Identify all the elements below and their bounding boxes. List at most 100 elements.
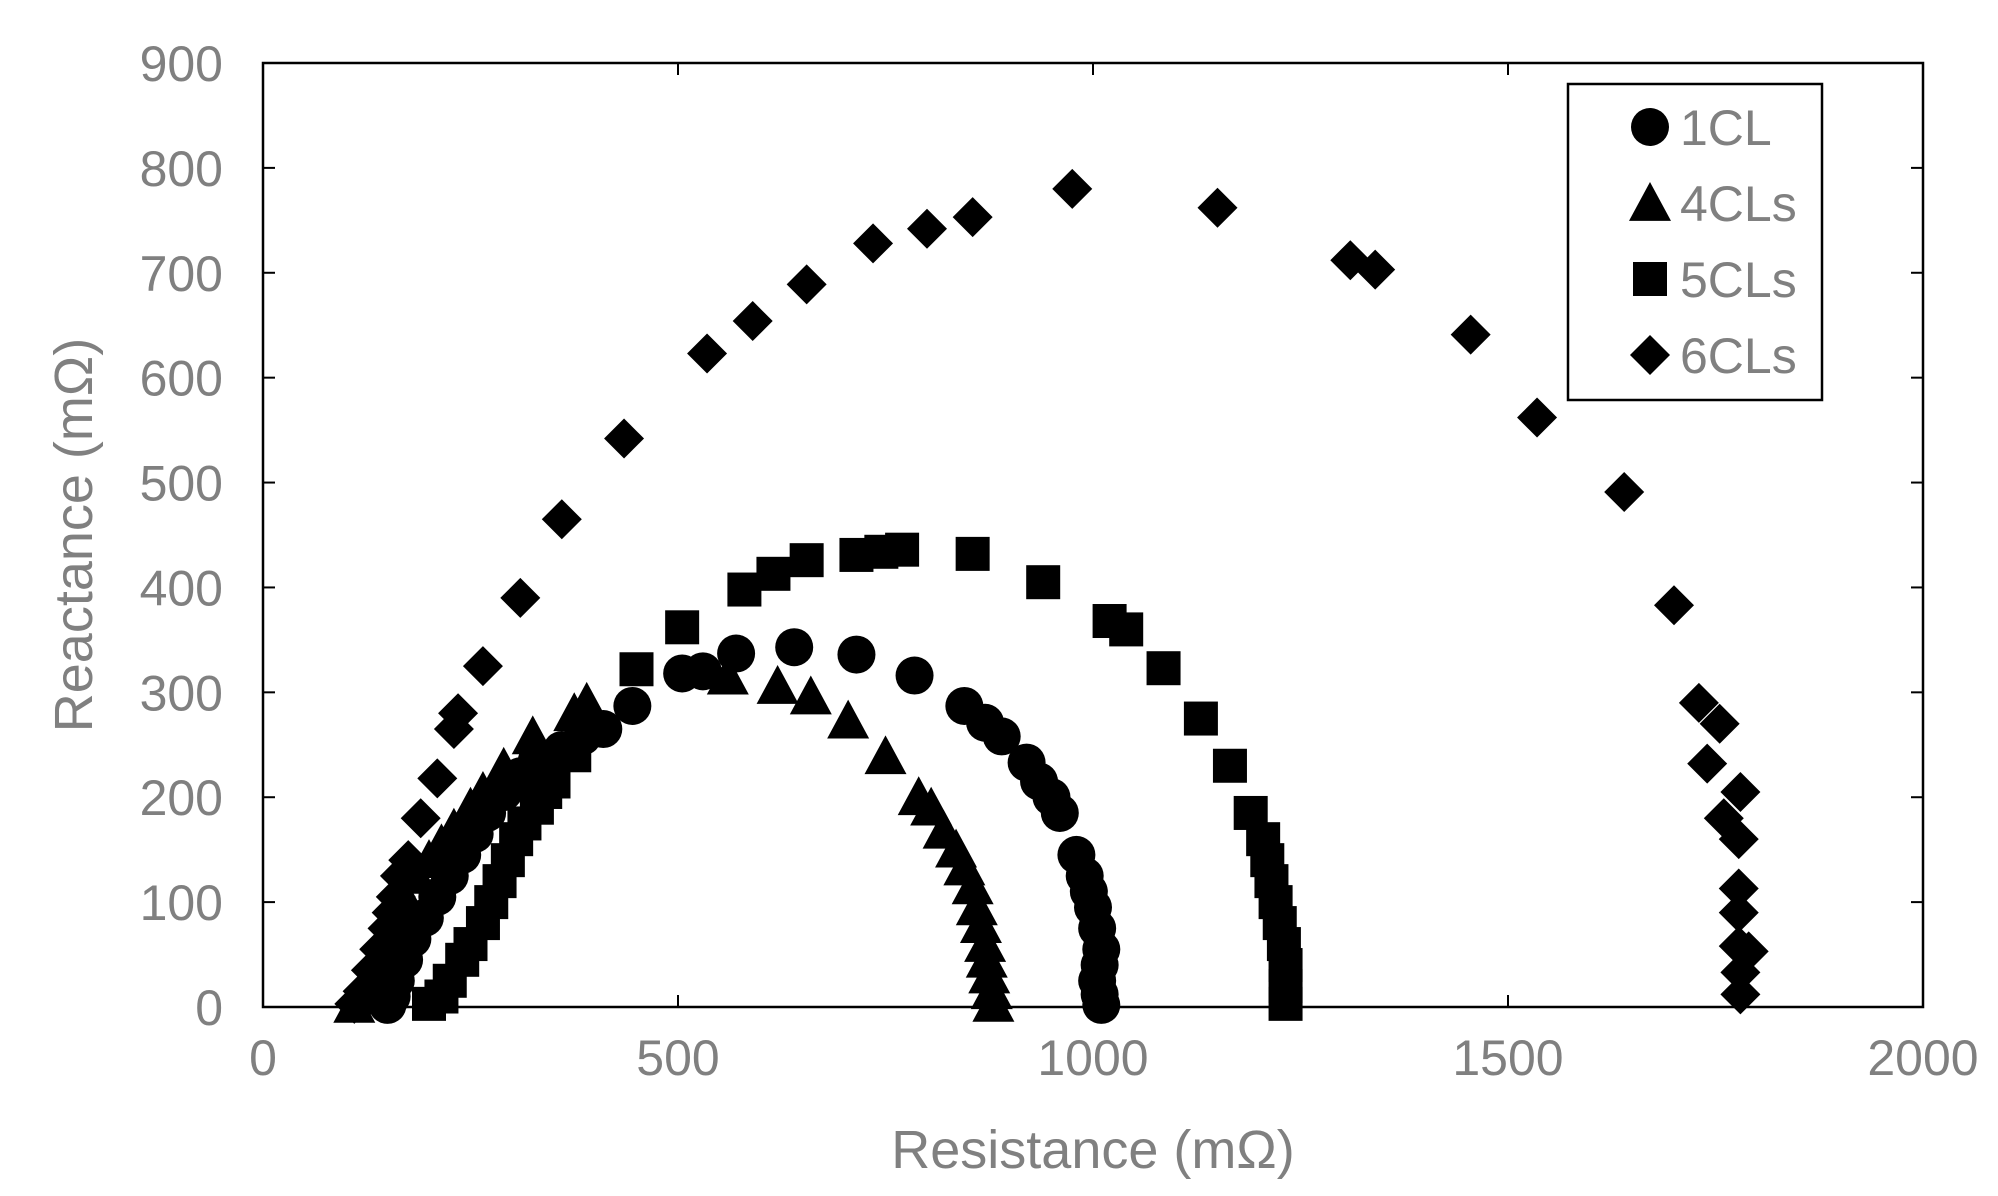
data-point-1cl — [775, 628, 814, 667]
y-tick-label: 500 — [140, 456, 223, 512]
data-point-4cls — [461, 770, 504, 810]
data-point-6cls — [604, 418, 645, 459]
data-point-4cls — [565, 681, 608, 721]
data-point-6cls — [1678, 682, 1719, 723]
data-point-4cls — [756, 665, 799, 704]
data-point-6cls — [417, 758, 458, 799]
data-point-4cls — [827, 699, 870, 739]
data-point-5cls — [1026, 565, 1061, 600]
data-point-6cls — [1450, 314, 1491, 355]
data-point-1cl — [982, 717, 1021, 756]
data-point-6cls — [1654, 585, 1694, 626]
data-point-5cls — [1268, 986, 1303, 1021]
data-point-1cl — [613, 686, 652, 725]
legend-marker-6cls — [1630, 335, 1670, 375]
series-1cl — [368, 628, 1121, 1024]
x-tick-label: 1500 — [1452, 1030, 1563, 1086]
axes-layer: 0 500 1000 1500 2000 0 100 200 300 400 500 600 700 80… — [44, 36, 1979, 1180]
data-point-1cl — [837, 635, 876, 674]
series-6cls — [334, 168, 1769, 1024]
data-point-5cls — [1183, 701, 1218, 736]
data-point-6cls — [1687, 743, 1728, 784]
legend-box — [1566, 82, 1824, 402]
data-point-4cls — [706, 655, 749, 695]
data-point-6cls — [1355, 249, 1396, 290]
data-point-6cls — [388, 840, 429, 881]
data-point-6cls — [732, 301, 773, 342]
data-point-1cl — [1082, 985, 1121, 1024]
y-tick-label: 700 — [140, 246, 223, 302]
data-point-6cls — [400, 798, 441, 839]
data-point-6cls — [541, 499, 582, 540]
data-point-6cls — [1720, 952, 1761, 993]
y-tick-label: 900 — [140, 36, 223, 92]
legend: 1CL 4CLs 5CLs 6CLs — [1566, 82, 1824, 402]
data-points-layer — [333, 168, 1769, 1024]
data-point-6cls — [462, 646, 503, 687]
data-point-5cls — [619, 652, 654, 687]
x-axis-title: Resistance (mΩ) — [891, 1120, 1294, 1180]
data-point-6cls — [853, 223, 894, 264]
legend-marker-4cls — [1629, 182, 1671, 221]
series-5cls — [412, 532, 1303, 1021]
data-point-4cls — [972, 982, 1015, 1022]
data-point-6cls — [1718, 892, 1759, 933]
data-point-4cls — [955, 886, 998, 926]
x-tick-label: 500 — [636, 1030, 719, 1086]
y-tick-label: 300 — [140, 665, 223, 721]
data-point-5cls — [955, 536, 990, 571]
data-point-4cls — [789, 675, 832, 715]
y-tick-label: 200 — [140, 770, 223, 826]
data-point-4cls — [951, 865, 994, 905]
data-point-1cl — [895, 656, 934, 695]
y-tick-label: 600 — [140, 351, 223, 407]
x-tick-label: 0 — [249, 1030, 277, 1086]
data-point-5cls — [1212, 748, 1247, 783]
data-point-6cls — [952, 197, 993, 238]
data-point-6cls — [1197, 187, 1238, 228]
data-point-4cls — [432, 807, 475, 847]
x-tick-label: 1000 — [1037, 1030, 1148, 1086]
data-point-4cls — [968, 954, 1011, 994]
data-point-6cls — [1720, 974, 1761, 1015]
data-point-1cl — [1040, 793, 1079, 832]
data-point-5cls — [1109, 612, 1144, 647]
data-point-6cls — [1699, 703, 1740, 744]
data-point-6cls — [786, 264, 827, 305]
data-point-5cls — [885, 532, 920, 567]
data-point-5cls — [789, 543, 824, 578]
data-point-6cls — [1052, 168, 1093, 209]
data-point-6cls — [1720, 771, 1761, 812]
data-point-5cls — [665, 610, 700, 645]
data-point-6cls — [1718, 868, 1759, 909]
y-axis-title: Reactance (mΩ) — [44, 338, 104, 732]
data-point-6cls — [1718, 819, 1759, 860]
y-tick-label: 100 — [140, 875, 223, 931]
data-point-6cls — [687, 333, 728, 374]
data-point-5cls — [756, 556, 791, 591]
data-point-6cls — [1517, 397, 1558, 438]
data-point-6cls — [500, 577, 541, 618]
data-point-4cls — [959, 904, 1002, 944]
legend-label-4cls: 4CLs — [1680, 176, 1797, 232]
data-point-5cls — [1146, 651, 1181, 686]
data-point-4cls — [511, 715, 554, 755]
data-point-1cl — [683, 652, 722, 691]
x-tick-label: 2000 — [1867, 1030, 1978, 1086]
legend-marker-1cl — [1631, 108, 1669, 146]
data-point-5cls — [557, 738, 592, 773]
legend-label-6cls: 6CLs — [1680, 328, 1797, 384]
data-point-6cls — [1604, 471, 1645, 512]
data-point-6cls — [438, 693, 479, 734]
y-tick-label: 400 — [140, 560, 223, 616]
y-tick-label: 0 — [195, 980, 223, 1036]
legend-label-5cls: 5CLs — [1680, 252, 1797, 308]
legend-label-1cl: 1CL — [1680, 100, 1772, 156]
data-point-4cls — [482, 746, 525, 786]
data-point-5cls — [727, 572, 762, 607]
legend-marker-5cls — [1633, 262, 1667, 296]
y-tick-label: 800 — [140, 141, 223, 197]
data-point-4cls — [864, 735, 907, 775]
